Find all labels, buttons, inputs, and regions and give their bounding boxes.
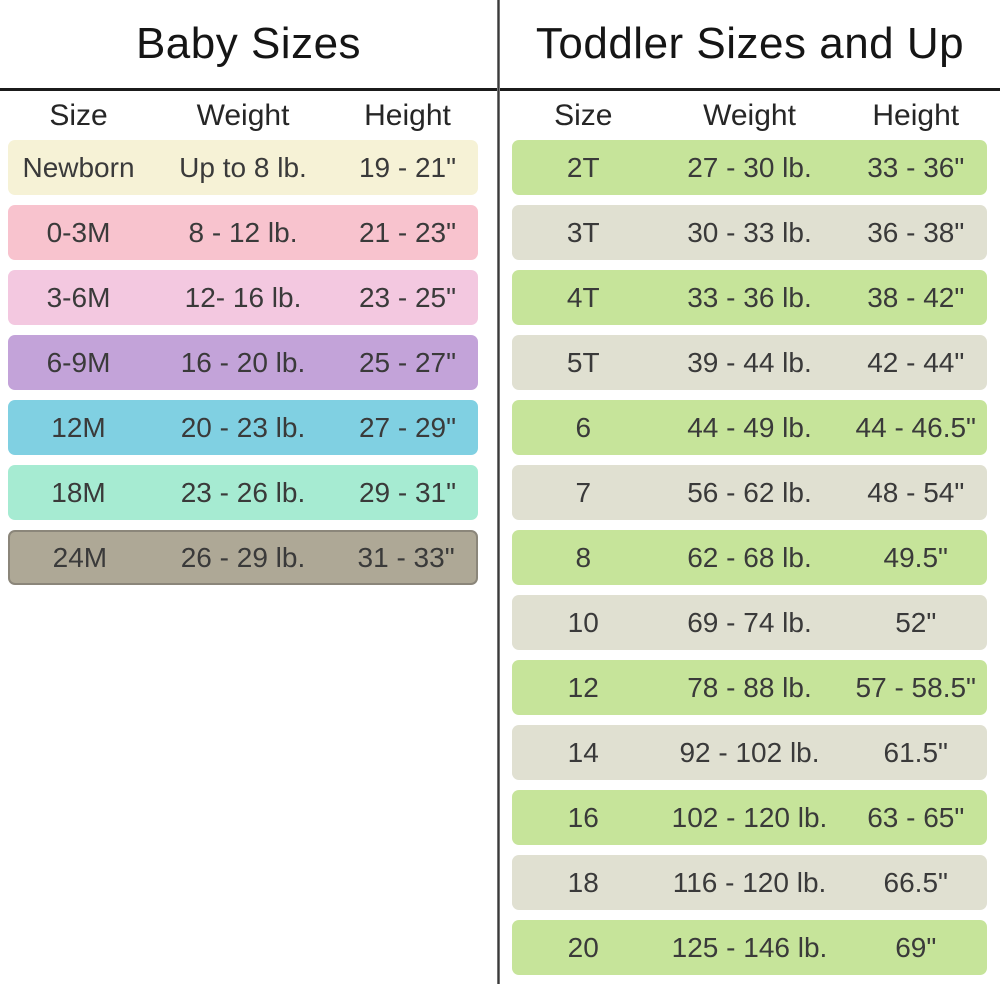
weight-cell: 16 - 20 lb.: [180, 346, 306, 378]
weight-cell: 116 - 120 lb.: [672, 866, 827, 898]
size-cell: 24M: [52, 541, 108, 573]
height-cell: 27 - 29": [358, 411, 457, 443]
table-row: 18M 23 - 26 lb. 29 - 31": [8, 465, 478, 520]
baby-sizes-panel: Baby Sizes Size Weight Height Newborn Up…: [0, 0, 497, 984]
weight-cell: 20 - 23 lb.: [180, 411, 306, 443]
weight-cell: 39 - 44 lb.: [687, 346, 812, 378]
height-cell: 36 - 38": [867, 216, 965, 248]
weight-cell: 102 - 120 lb.: [671, 801, 828, 833]
weight-cell: 125 - 146 lb.: [671, 931, 828, 963]
table-row: 8 62 - 68 lb. 49.5": [512, 530, 987, 585]
weight-cell: 56 - 62 lb.: [687, 476, 812, 508]
weight-cell: 33 - 36 lb.: [687, 281, 812, 313]
height-cell: 52": [895, 606, 937, 638]
baby-sizes-title: Baby Sizes: [0, 0, 497, 91]
size-cell: 3-6M: [46, 281, 111, 313]
height-cell: 66.5": [883, 866, 948, 898]
vertical-divider: [497, 0, 500, 984]
size-cell: 5T: [566, 346, 600, 378]
table-row: 0-3M 8 - 12 lb. 21 - 23": [8, 205, 478, 260]
table-row: 10 69 - 74 lb. 52": [512, 595, 987, 650]
weight-cell: 23 - 26 lb.: [180, 476, 306, 508]
column-header-size: Size: [49, 98, 108, 132]
weight-cell: 30 - 33 lb.: [687, 216, 812, 248]
height-cell: 57 - 58.5": [855, 671, 976, 703]
table-row: 6 44 - 49 lb. 44 - 46.5": [512, 400, 987, 455]
table-row: 7 56 - 62 lb. 48 - 54": [512, 465, 987, 520]
size-cell: 4T: [566, 281, 600, 313]
weight-cell: Up to 8 lb.: [179, 151, 307, 183]
size-cell: 10: [567, 606, 599, 638]
column-header-weight: Weight: [703, 98, 796, 132]
height-cell: 25 - 27": [358, 346, 457, 378]
size-cell: 8: [575, 541, 592, 573]
column-header-size: Size: [554, 98, 613, 132]
size-cell: 6-9M: [46, 346, 111, 378]
table-row: 3-6M 12- 16 lb. 23 - 25": [8, 270, 478, 325]
weight-cell: 27 - 30 lb.: [687, 151, 812, 183]
column-header-weight: Weight: [196, 98, 290, 132]
height-cell: 49.5": [883, 541, 948, 573]
column-header-height: Height: [872, 98, 960, 132]
weight-cell: 92 - 102 lb.: [679, 736, 820, 768]
table-row: 14 92 - 102 lb. 61.5": [512, 725, 987, 780]
size-cell: 7: [575, 476, 592, 508]
size-cell: 14: [567, 736, 599, 768]
height-cell: 31 - 33": [357, 541, 455, 573]
toddler-sizes-table: Size Weight Height 2T 27 - 30 lb. 33 - 3…: [500, 91, 1000, 975]
size-cell: Newborn: [22, 151, 135, 183]
size-cell: 0-3M: [46, 216, 111, 248]
table-row: 4T 33 - 36 lb. 38 - 42": [512, 270, 987, 325]
toddler-sizes-title: Toddler Sizes and Up: [500, 0, 1000, 91]
table-row: 16 102 - 120 lb. 63 - 65": [512, 790, 987, 845]
baby-table-header: Size Weight Height: [8, 91, 478, 140]
size-cell: 3T: [566, 216, 600, 248]
size-cell: 18M: [51, 476, 106, 508]
height-cell: 38 - 42": [867, 281, 965, 313]
height-cell: 42 - 44": [867, 346, 965, 378]
table-row: 6-9M 16 - 20 lb. 25 - 27": [8, 335, 478, 390]
table-row: 12 78 - 88 lb. 57 - 58.5": [512, 660, 987, 715]
table-row: Newborn Up to 8 lb. 19 - 21": [8, 140, 478, 195]
size-cell: 6: [575, 411, 592, 443]
table-row: 5T 39 - 44 lb. 42 - 44": [512, 335, 987, 390]
column-header-height: Height: [364, 98, 451, 132]
height-cell: 23 - 25": [358, 281, 457, 313]
weight-cell: 26 - 29 lb.: [180, 541, 306, 573]
table-row: 12M 20 - 23 lb. 27 - 29": [8, 400, 478, 455]
size-cell: 2T: [566, 151, 600, 183]
height-cell: 33 - 36": [867, 151, 965, 183]
height-cell: 19 - 21": [358, 151, 457, 183]
weight-cell: 62 - 68 lb.: [687, 541, 812, 573]
height-cell: 21 - 23": [358, 216, 457, 248]
size-cell: 18: [567, 866, 599, 898]
height-cell: 44 - 46.5": [855, 411, 976, 443]
size-cell: 16: [567, 801, 599, 833]
table-row: 18 116 - 120 lb. 66.5": [512, 855, 987, 910]
weight-cell: 8 - 12 lb.: [188, 216, 298, 248]
table-row: 3T 30 - 33 lb. 36 - 38": [512, 205, 987, 260]
height-cell: 63 - 65": [867, 801, 965, 833]
toddler-table-header: Size Weight Height: [512, 91, 987, 140]
baby-sizes-table: Size Weight Height Newborn Up to 8 lb. 1…: [0, 91, 497, 585]
table-row: 2T 27 - 30 lb. 33 - 36": [512, 140, 987, 195]
size-cell: 12: [567, 671, 599, 703]
weight-cell: 12- 16 lb.: [184, 281, 302, 313]
toddler-sizes-panel: Toddler Sizes and Up Size Weight Height …: [500, 0, 1000, 984]
size-cell: 20: [567, 931, 599, 963]
height-cell: 29 - 31": [358, 476, 457, 508]
weight-cell: 44 - 49 lb.: [687, 411, 812, 443]
height-cell: 48 - 54": [867, 476, 965, 508]
size-cell: 12M: [51, 411, 106, 443]
weight-cell: 69 - 74 lb.: [687, 606, 812, 638]
table-row: 24M 26 - 29 lb. 31 - 33": [8, 530, 478, 585]
weight-cell: 78 - 88 lb.: [687, 671, 812, 703]
height-cell: 69": [895, 931, 937, 963]
table-row: 20 125 - 146 lb. 69": [512, 920, 987, 975]
height-cell: 61.5": [883, 736, 948, 768]
